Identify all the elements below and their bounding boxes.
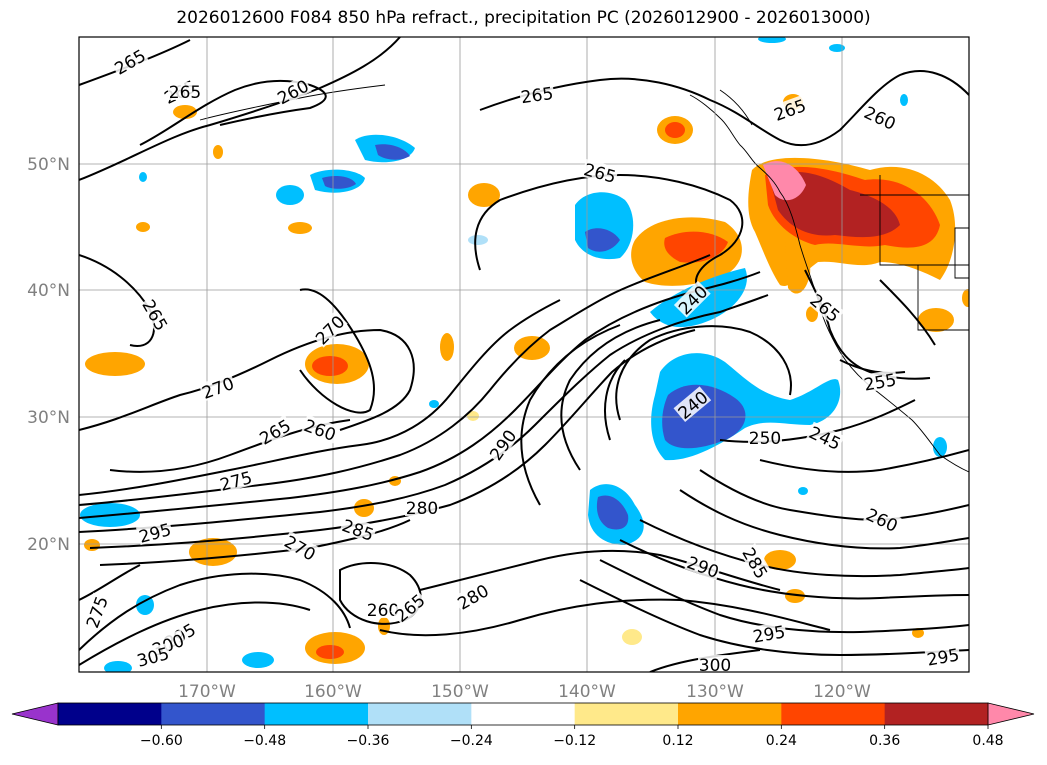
contour-label-text: 280	[406, 499, 438, 519]
contour-label-text: 265	[520, 84, 555, 108]
contour-line	[479, 70, 969, 147]
contour-line	[79, 601, 311, 666]
colorbar-swatch	[678, 703, 782, 725]
contour-label: 265	[168, 82, 202, 103]
contour-label-text: 265	[169, 83, 201, 103]
latitude-label: 40°N	[27, 281, 70, 301]
latitude-label: 30°N	[27, 408, 70, 428]
precip-negative-region	[585, 228, 620, 252]
precip-negative-region	[322, 176, 356, 189]
contour-label-text: 250	[749, 429, 781, 449]
colorbar-tick-label: −0.60	[140, 733, 183, 749]
contour-line	[139, 79, 327, 146]
longitude-label: 170°W	[178, 682, 236, 702]
colorbar-swatch	[368, 703, 472, 725]
colorbar-tick-label: 0.12	[662, 733, 693, 749]
precip-negative-region	[375, 144, 410, 160]
latitude-label: 50°N	[27, 155, 70, 175]
contour-line	[679, 489, 969, 550]
contour-line	[379, 598, 831, 637]
contour-line	[604, 359, 626, 441]
contour-line	[699, 469, 969, 522]
colorbar-swatch	[58, 703, 162, 725]
contour-line	[879, 279, 936, 346]
colorbar: −0.60 −0.48 −0.36 −0.24 −0.12 0.12 0.24 0.36 0.4…	[11, 702, 1035, 749]
contour-line	[579, 579, 969, 657]
contour-line	[299, 288, 376, 414]
contour-line	[619, 539, 969, 600]
longitude-label: 160°W	[304, 682, 362, 702]
contour-line	[89, 329, 696, 549]
colorbar-tick-label: −0.12	[553, 733, 596, 749]
longitude-label: 130°W	[686, 682, 744, 702]
colorbar-tick-label: 0.36	[869, 733, 900, 749]
contour-line	[79, 271, 761, 519]
contour-line	[79, 572, 351, 651]
precip-positive-region	[763, 161, 806, 201]
map-frame	[78, 36, 970, 673]
precip-positive-region	[785, 239, 811, 294]
contour-label: 265	[518, 82, 555, 108]
longitude-labels: 170°W 160°W 150°W 140°W 130°W 120°W	[178, 682, 871, 702]
contour-label: 250	[748, 428, 782, 449]
contour-label-text: 260	[367, 601, 399, 621]
colorbar-extend-min	[11, 702, 59, 726]
contour-label: 300	[698, 655, 732, 676]
contour-line	[79, 37, 401, 181]
contour-line	[419, 549, 781, 591]
colorbar-swatch	[471, 703, 576, 725]
latitude-labels: 50°N 40°N 30°N 20°N	[27, 155, 70, 555]
contour-label: 260	[366, 600, 400, 621]
colorbar-swatch	[884, 703, 989, 725]
colorbar-extend-max	[987, 702, 1035, 726]
contour-label: 295	[135, 518, 174, 548]
precipitation-shading	[80, 37, 969, 672]
contour-line	[839, 359, 906, 374]
contour-label-text: 300	[699, 656, 731, 676]
precip-negative-region	[596, 495, 629, 530]
colorbar-swatch	[574, 703, 679, 725]
colorbar-swatch	[781, 703, 886, 725]
longitude-label: 140°W	[558, 682, 616, 702]
colorbar-swatch	[264, 703, 369, 725]
contour-line	[759, 449, 969, 473]
colorbar-tick-label: −0.48	[243, 733, 286, 749]
colorbar-tick-label: 0.48	[972, 733, 1003, 749]
contour-line	[79, 328, 415, 431]
contour-line	[520, 324, 621, 506]
longitude-label: 150°W	[431, 682, 489, 702]
contour-line	[639, 519, 969, 578]
colorbar-tick-label: 0.24	[766, 733, 797, 749]
colorbar-tick-label: −0.36	[347, 733, 390, 749]
longitude-label: 120°W	[813, 682, 871, 702]
colorbar-tick-label: −0.24	[450, 733, 493, 749]
latitude-label: 20°N	[27, 535, 70, 555]
contour-label: 280	[405, 498, 439, 519]
contour-line	[79, 299, 561, 496]
contour-line	[615, 325, 792, 421]
precip-positive-region	[664, 231, 728, 263]
map-title: 2026012600 F084 850 hPa refract., precip…	[176, 8, 871, 28]
contour-label: 265	[137, 295, 173, 335]
contour-line	[79, 564, 141, 601]
contour-line	[560, 319, 661, 471]
colorbar-swatch	[161, 703, 266, 725]
contour-line	[474, 173, 744, 291]
